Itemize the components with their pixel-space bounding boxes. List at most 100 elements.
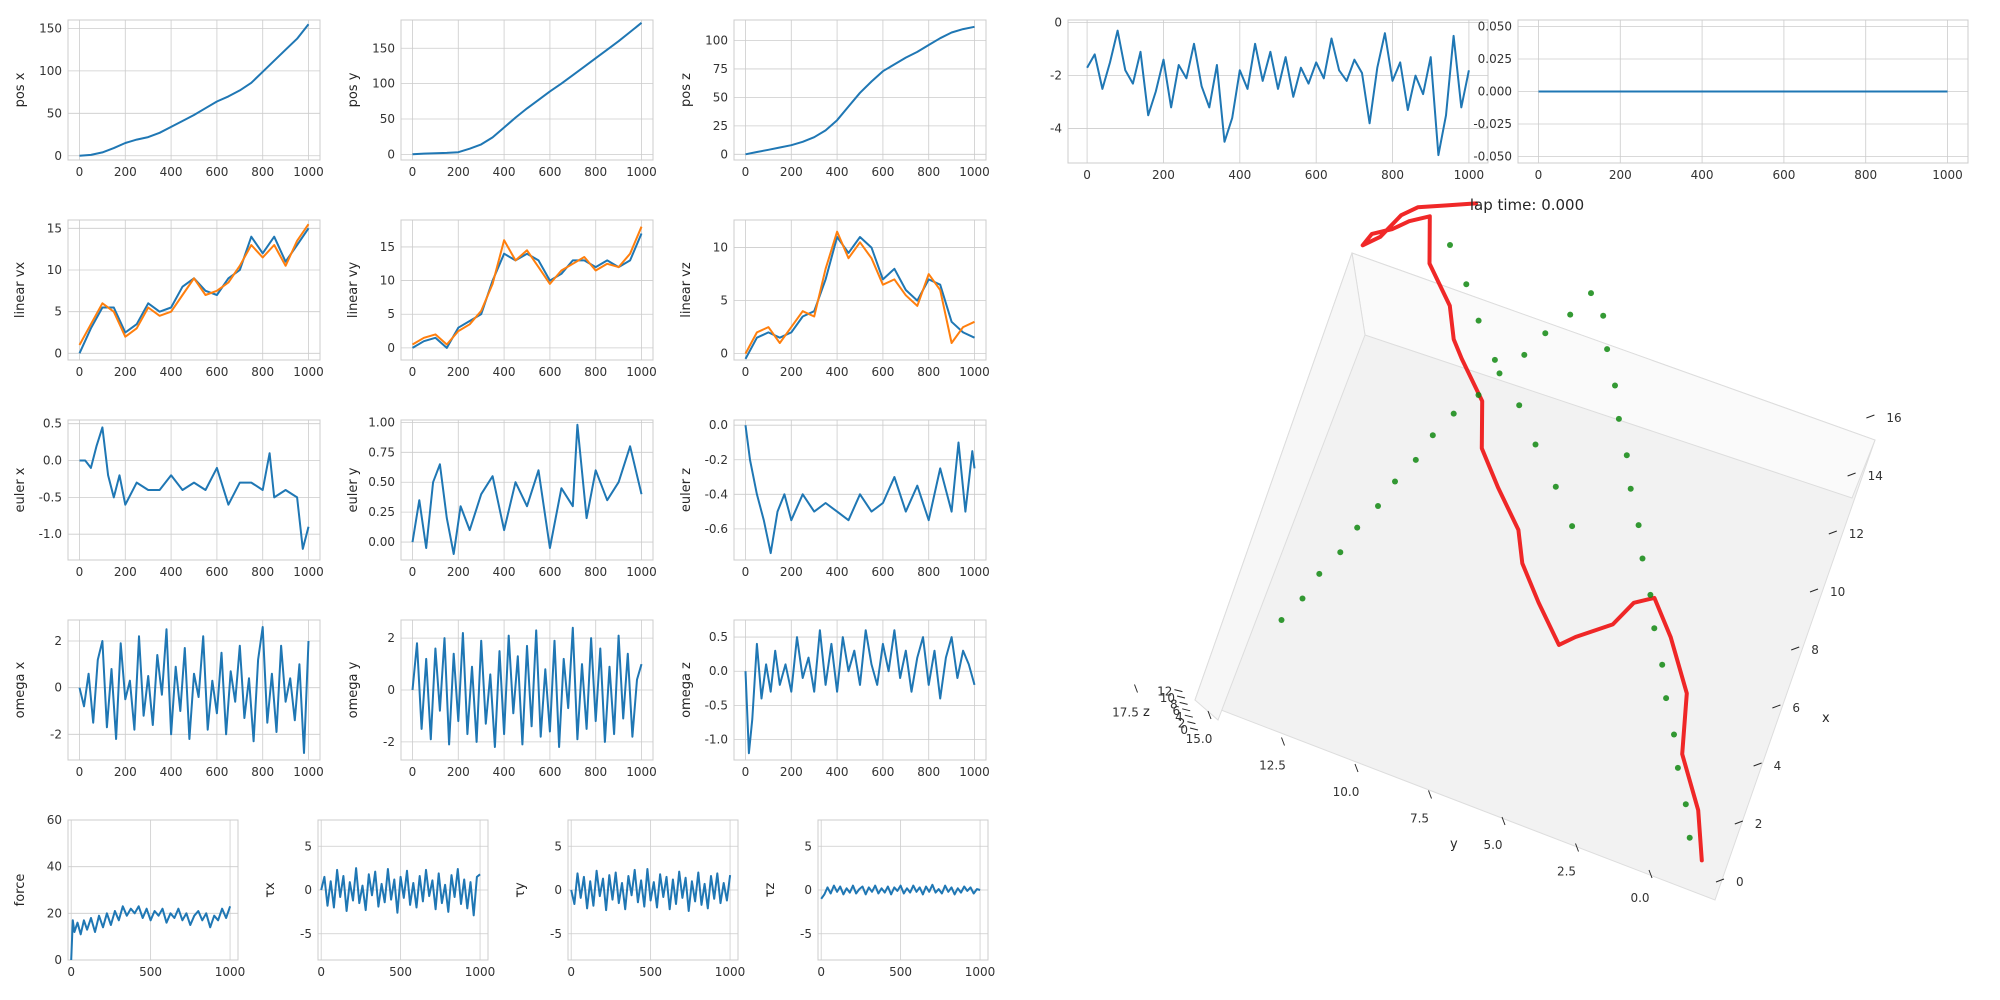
x-tick-label: 200 bbox=[114, 365, 137, 379]
y-tick-label: 150 bbox=[39, 21, 62, 35]
x-tick-label: 800 bbox=[251, 365, 274, 379]
x-tick-label: 0 bbox=[817, 965, 825, 979]
chart-panel-17: 0 200 400 600 800 1000 -4 -2 0 bbox=[1050, 16, 1489, 182]
x-tick-label: 800 bbox=[584, 765, 607, 779]
x-tick-label: 600 bbox=[871, 565, 894, 579]
chart-panel-13: 0 500 1000 0 20 40 60 force bbox=[13, 813, 245, 979]
x-tick-label: 600 bbox=[871, 165, 894, 179]
y-tick-label: 0 bbox=[1054, 16, 1062, 30]
x-tick-label: 0 bbox=[409, 565, 417, 579]
gate-point bbox=[1316, 570, 1323, 577]
chart-panel-9: 0 200 400 600 800 1000 -0.6 -0.4 -0.2 0.0 euler z bbox=[679, 418, 990, 579]
x-tick bbox=[1809, 588, 1819, 593]
y-axis-label: euler z bbox=[679, 468, 694, 512]
y-tick-label: 75 bbox=[713, 62, 728, 76]
y-tick-label: 1.00 bbox=[368, 415, 395, 429]
y-axis-label: omega x bbox=[13, 661, 28, 718]
axes-frame bbox=[400, 19, 654, 161]
y-tick-label: 0 bbox=[804, 883, 812, 897]
chart-panel-18: 0 200 400 600 800 1000 -0.050 -0.025 0.000 0.025 0… bbox=[1473, 19, 1969, 182]
gate-point bbox=[1299, 595, 1306, 602]
x-tick-label: 0 bbox=[67, 965, 75, 979]
series-line-1 bbox=[1086, 29, 1470, 157]
chart-panel-11: 0 200 400 600 800 1000 -2 0 2 omega y bbox=[346, 619, 657, 779]
y-tick-label: 0.50 bbox=[368, 475, 395, 489]
gate-point bbox=[1635, 522, 1642, 529]
z-tick-label: 8 bbox=[1170, 697, 1178, 711]
x-tick-label: 1000 bbox=[293, 165, 324, 179]
x-tick-label: 1000 bbox=[959, 365, 990, 379]
axes-frame bbox=[67, 819, 239, 961]
y-tick-label: 0.0 bbox=[43, 454, 62, 468]
gate-point bbox=[1447, 242, 1453, 248]
x-tick bbox=[1734, 820, 1743, 825]
y-tick-label: -0.2 bbox=[705, 453, 728, 467]
z-tick-label: 6 bbox=[1173, 704, 1181, 718]
x-tick-label: 1000 bbox=[293, 365, 324, 379]
series-line-1 bbox=[744, 236, 975, 360]
y-axis-label: pos y bbox=[346, 72, 361, 107]
y-tick-label: 0.00 bbox=[368, 535, 395, 549]
x-tick-label: 8 bbox=[1811, 643, 1819, 657]
y-tick-label: -0.5 bbox=[705, 698, 728, 712]
axes-frame bbox=[733, 19, 987, 161]
x-tick-label: 800 bbox=[251, 765, 274, 779]
x-tick-label: 0 bbox=[1535, 168, 1543, 182]
axes-frame bbox=[67, 219, 321, 361]
chart-panel-16: 0 500 1000 -5 0 5 τz bbox=[763, 819, 995, 979]
lap-time-label: lap time: 0.000 bbox=[1470, 196, 1584, 214]
x-tick-label: 800 bbox=[1854, 168, 1877, 182]
y-axis-label: linear vx bbox=[13, 262, 28, 319]
x-tick-label: 4 bbox=[1774, 759, 1782, 773]
gate-point bbox=[1627, 485, 1634, 492]
gate-point bbox=[1569, 523, 1576, 530]
series-line-1 bbox=[320, 867, 481, 917]
x-tick-label: 600 bbox=[205, 365, 228, 379]
x-tick-label: 1000 bbox=[1454, 168, 1485, 182]
x-tick-label: 0 bbox=[742, 765, 750, 779]
y-tick-label: 15 bbox=[47, 221, 62, 235]
x-tick-label: 600 bbox=[871, 765, 894, 779]
chart-panel-3: 0 200 400 600 800 1000 0 25 50 75 100 pos z bbox=[679, 19, 990, 179]
y-tick-label: 0.0 bbox=[1630, 891, 1649, 905]
y-tick-label: 10.0 bbox=[1333, 785, 1360, 799]
y-axis-label: y bbox=[1450, 837, 1458, 852]
x-tick-label: 600 bbox=[871, 365, 894, 379]
y-tick bbox=[1501, 816, 1506, 826]
y-tick-label: 0 bbox=[387, 683, 395, 697]
axes-frame bbox=[733, 619, 987, 761]
x-axis-label: x bbox=[1822, 711, 1830, 726]
z-tick-label: 12 bbox=[1157, 685, 1172, 699]
x-tick-label: 500 bbox=[639, 965, 662, 979]
x-tick-label: 500 bbox=[389, 965, 412, 979]
y-axis-label: omega z bbox=[679, 662, 694, 718]
y-axis-label: linear vz bbox=[679, 262, 694, 318]
z-axis-label: z bbox=[1143, 705, 1150, 720]
series-line-1 bbox=[411, 423, 643, 555]
x-tick-label: 0 bbox=[1083, 168, 1091, 182]
x-tick-label: 0 bbox=[317, 965, 325, 979]
y-tick-label: 0 bbox=[554, 883, 562, 897]
plot-area bbox=[68, 820, 238, 960]
x-tick-label: 1000 bbox=[715, 965, 746, 979]
gate-point bbox=[1516, 402, 1523, 409]
z-tick bbox=[1184, 714, 1193, 718]
y-tick-label: -1.0 bbox=[705, 733, 728, 747]
axes-frame bbox=[400, 219, 654, 361]
x-tick-label: 600 bbox=[538, 765, 561, 779]
chart-panel-10: 0 200 400 600 800 1000 -2 0 2 omega x bbox=[13, 619, 324, 779]
y-axis-label: linear vy bbox=[346, 262, 361, 319]
gate-point bbox=[1475, 392, 1482, 398]
x-tick-label: 1000 bbox=[465, 965, 496, 979]
y-tick-label: 50 bbox=[380, 112, 395, 126]
x-tick-label: 0 bbox=[76, 365, 84, 379]
y-tick-label: 2 bbox=[387, 631, 395, 645]
x-tick-label: 800 bbox=[584, 365, 607, 379]
gate-point bbox=[1623, 452, 1630, 459]
series-line-1 bbox=[744, 425, 976, 555]
x-tick-label: 0 bbox=[409, 365, 417, 379]
y-tick-label: 50 bbox=[713, 90, 728, 104]
x-tick-label: 1000 bbox=[959, 565, 990, 579]
gate-point bbox=[1600, 312, 1607, 319]
x-tick-label: 1000 bbox=[1932, 168, 1963, 182]
